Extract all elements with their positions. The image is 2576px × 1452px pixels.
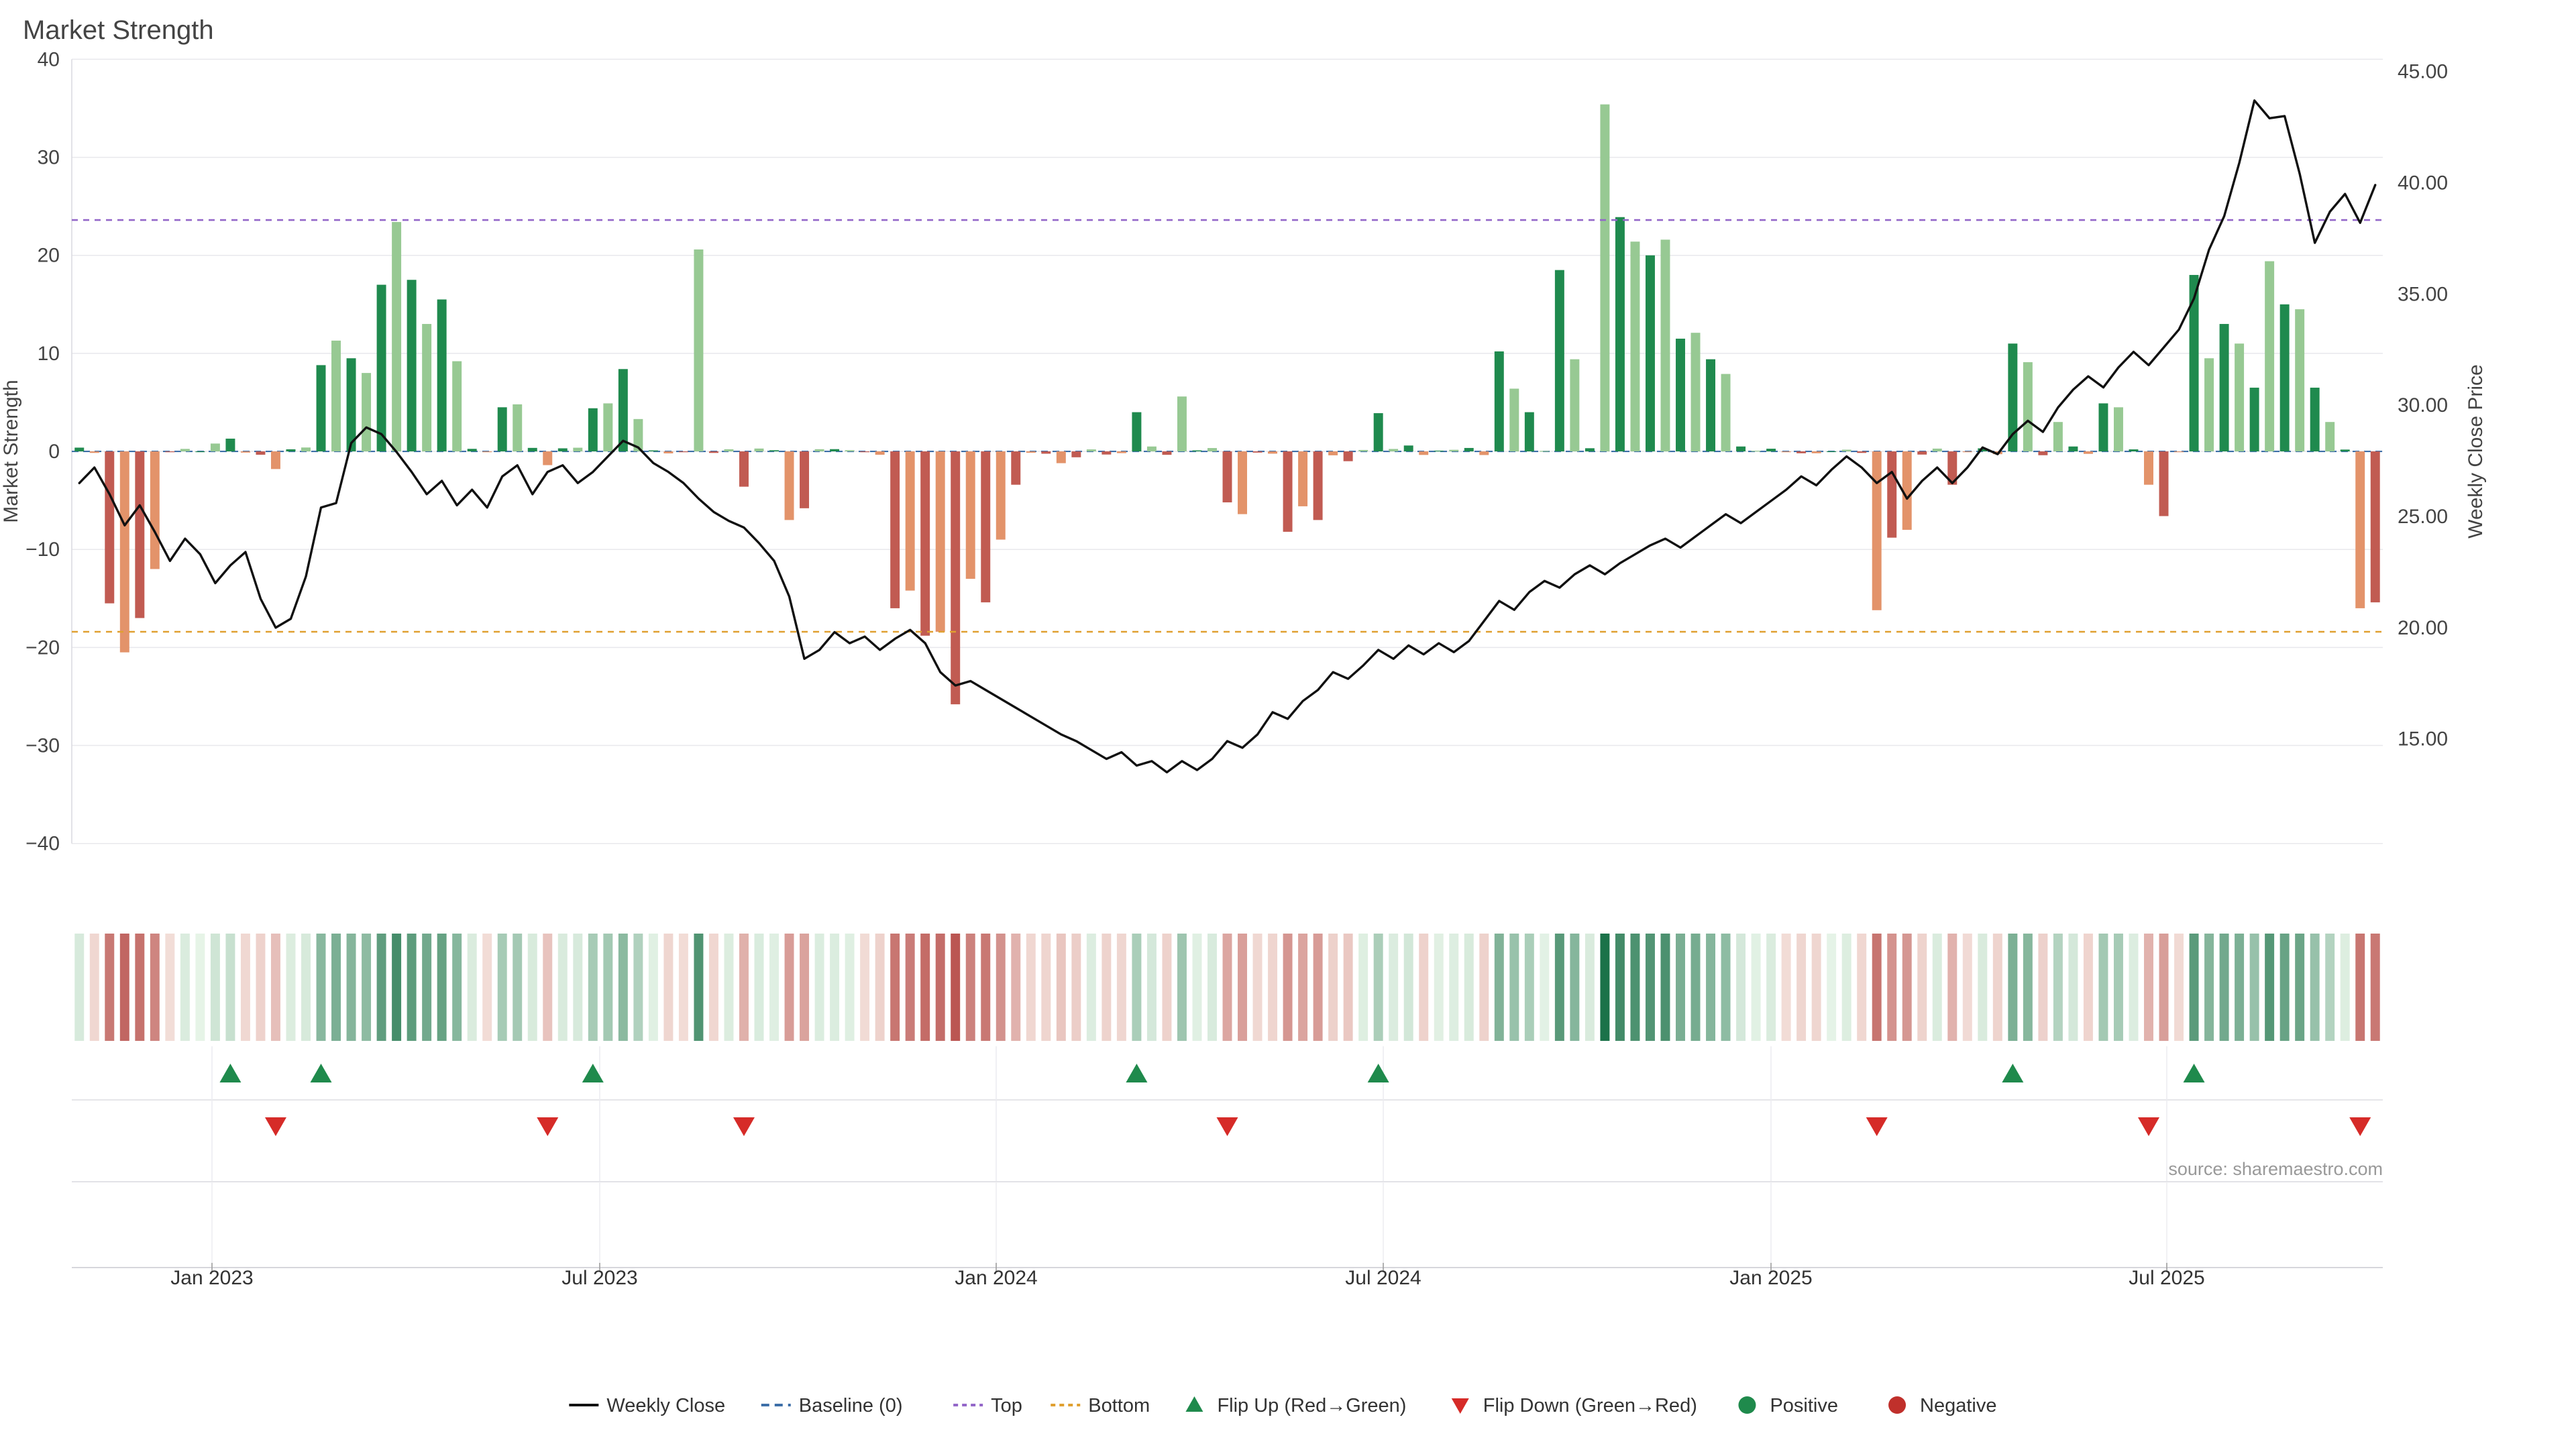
svg-text:15.00: 15.00 bbox=[2398, 728, 2448, 750]
svg-text:Jul 2025: Jul 2025 bbox=[2129, 1267, 2204, 1289]
svg-text:20.00: 20.00 bbox=[2398, 617, 2448, 639]
svg-text:Jan 2024: Jan 2024 bbox=[955, 1267, 1037, 1289]
svg-text:Jul 2023: Jul 2023 bbox=[561, 1267, 637, 1289]
svg-text:Negative: Negative bbox=[1920, 1395, 1996, 1416]
svg-text:45.00: 45.00 bbox=[2398, 61, 2448, 83]
svg-text:−30: −30 bbox=[25, 735, 60, 757]
svg-text:Jan 2025: Jan 2025 bbox=[1729, 1267, 1812, 1289]
svg-text:40: 40 bbox=[38, 48, 60, 70]
svg-text:Top: Top bbox=[991, 1395, 1022, 1416]
svg-text:Flip Down (Green→Red): Flip Down (Green→Red) bbox=[1483, 1395, 1697, 1416]
svg-text:30: 30 bbox=[38, 147, 60, 169]
svg-text:source: sharemaestro.com: source: sharemaestro.com bbox=[2168, 1159, 2383, 1179]
svg-text:Bottom: Bottom bbox=[1088, 1395, 1150, 1416]
svg-text:10: 10 bbox=[38, 343, 60, 365]
svg-text:40.00: 40.00 bbox=[2398, 172, 2448, 194]
svg-text:Flip Up (Red→Green): Flip Up (Red→Green) bbox=[1217, 1395, 1406, 1416]
svg-text:Market Strength: Market Strength bbox=[0, 380, 22, 522]
svg-text:−20: −20 bbox=[25, 636, 60, 659]
svg-text:Positive: Positive bbox=[1770, 1395, 1838, 1416]
svg-text:Weekly Close: Weekly Close bbox=[606, 1395, 725, 1416]
svg-text:−10: −10 bbox=[25, 539, 60, 561]
svg-text:20: 20 bbox=[38, 245, 60, 267]
svg-text:−40: −40 bbox=[25, 833, 60, 855]
svg-text:Baseline (0): Baseline (0) bbox=[799, 1395, 903, 1416]
svg-text:Jan 2023: Jan 2023 bbox=[170, 1267, 253, 1289]
svg-text:Jul 2024: Jul 2024 bbox=[1345, 1267, 1421, 1289]
svg-text:0: 0 bbox=[48, 441, 60, 463]
svg-text:25.00: 25.00 bbox=[2398, 506, 2448, 528]
svg-text:Weekly Close Price: Weekly Close Price bbox=[2465, 364, 2487, 539]
svg-text:Market Strength: Market Strength bbox=[23, 15, 214, 45]
svg-text:35.00: 35.00 bbox=[2398, 283, 2448, 305]
svg-text:30.00: 30.00 bbox=[2398, 394, 2448, 416]
